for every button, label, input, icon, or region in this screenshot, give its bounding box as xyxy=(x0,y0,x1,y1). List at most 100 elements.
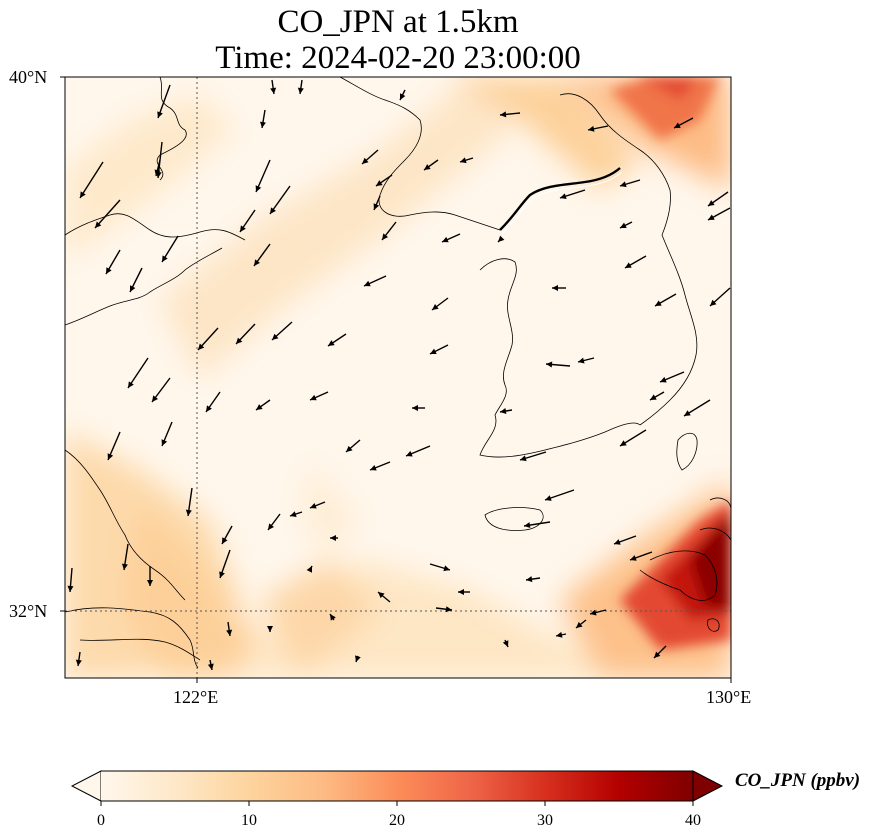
wind-vector-head xyxy=(430,348,437,354)
wind-vector-head xyxy=(222,537,228,544)
wind-vector-head xyxy=(442,236,449,243)
wind-vector-head xyxy=(106,267,112,274)
lat-tick-label: 32°N xyxy=(9,601,48,621)
wind-vector-head xyxy=(660,376,667,383)
wind-vector-head xyxy=(128,381,134,388)
wind-vector-head xyxy=(560,193,567,200)
wind-vector-head xyxy=(346,445,353,452)
wind-vector-head xyxy=(708,200,715,206)
wind-vector-head xyxy=(500,408,507,414)
axis-ticks xyxy=(60,76,732,683)
wind-vector-head xyxy=(500,111,507,118)
wind-vector-head xyxy=(147,580,153,586)
wind-vector-head xyxy=(378,592,385,599)
colorbar xyxy=(70,770,724,806)
wind-vector-head xyxy=(75,659,82,666)
colorbar-label: CO_JPN (ppbv) xyxy=(735,770,861,791)
map-title-line1: CO_JPN at 1.5km xyxy=(277,4,519,40)
wind-vector-head xyxy=(255,185,262,192)
wind-vector-head xyxy=(502,640,509,647)
wind-vector-head xyxy=(588,125,595,132)
wind-vector-head xyxy=(256,404,263,410)
wind-vector-head xyxy=(130,285,136,292)
wind-vector-head xyxy=(432,304,439,310)
wind-vector-head xyxy=(460,157,467,164)
wind-vector-head xyxy=(162,255,168,262)
wind-vector-head xyxy=(412,405,418,411)
wind-vector-head xyxy=(576,621,583,628)
wind-vector-head xyxy=(710,299,717,306)
wind-vector-head xyxy=(297,87,304,94)
coastlines xyxy=(65,77,731,669)
wind-vector-head xyxy=(590,609,597,616)
wind-vector-head xyxy=(655,300,662,306)
colorbar-tick-label: 20 xyxy=(389,812,405,829)
wind-vector-head xyxy=(654,651,661,658)
wind-vector-head xyxy=(650,394,657,400)
wind-vector-head xyxy=(400,93,406,100)
wind-vector-head xyxy=(80,191,86,198)
plot-frame xyxy=(64,76,732,679)
wind-vector-head xyxy=(95,221,102,228)
wind-vector-head xyxy=(364,280,371,287)
wind-vector-head xyxy=(370,464,377,471)
wind-vector-head xyxy=(458,589,464,595)
wind-vector-head xyxy=(260,121,266,128)
wind-vector-shaft xyxy=(127,357,149,389)
wind-vector-head xyxy=(310,502,317,509)
wind-vector-head xyxy=(355,655,361,662)
wind-vector-head xyxy=(614,539,621,545)
wind-vector-head xyxy=(406,450,413,457)
wind-vector-head xyxy=(270,87,277,94)
wind-vector-head xyxy=(545,495,552,501)
wind-vector-head xyxy=(330,614,336,621)
wind-vector-head xyxy=(625,262,632,268)
wind-vector-head xyxy=(620,181,627,188)
wind-vector-head xyxy=(161,439,168,446)
wind-vector-head xyxy=(578,357,585,364)
colorbar-max-extend xyxy=(692,770,724,802)
wind-vector-head xyxy=(556,631,563,638)
colorbar-min-extend xyxy=(70,770,102,802)
wind-vector-head xyxy=(306,566,312,573)
map-title-line2: Time: 2024-02-20 23:00:00 xyxy=(215,40,581,76)
wind-vector-shaft xyxy=(79,161,104,199)
lon-tick-label: 130°E xyxy=(706,687,752,707)
wind-vector-head xyxy=(620,222,627,228)
wind-vector-head xyxy=(236,337,243,344)
colorbar-tick-label: 0 xyxy=(97,812,105,829)
wind-vector-head xyxy=(157,111,163,118)
wind-vector-head xyxy=(362,157,369,164)
wind-vector-head xyxy=(121,563,128,570)
wind-vector-head xyxy=(684,410,691,416)
wind-vector-head xyxy=(206,405,212,412)
hotspot-layer xyxy=(610,77,731,650)
wind-vector-head xyxy=(708,214,715,220)
wind-vector-head xyxy=(185,509,192,516)
colorbar-tick-label: 40 xyxy=(685,812,701,829)
wind-vector-head xyxy=(376,180,383,186)
colorbar-tick-label: 30 xyxy=(537,812,553,829)
wind-vector-head xyxy=(290,511,297,517)
wind-vector-head xyxy=(67,585,74,592)
wind-vector-head xyxy=(382,233,389,240)
wind-vector-head xyxy=(546,361,553,368)
gridlines xyxy=(65,77,731,678)
wind-vector-head xyxy=(310,394,317,401)
wind-vector-head xyxy=(552,285,558,291)
wind-vector-head xyxy=(219,571,225,578)
colorbar-gradient xyxy=(101,771,693,801)
wind-vector-head xyxy=(226,629,233,636)
colorbar-tick-label: 10 xyxy=(241,812,257,829)
wind-vector-head xyxy=(424,164,431,170)
lon-tick-label: 122°E xyxy=(173,687,219,707)
wind-vector-head xyxy=(254,259,260,266)
wind-vector-head xyxy=(620,440,627,446)
map-plot xyxy=(60,76,732,683)
wind-vector-head xyxy=(445,606,452,613)
wind-vectors xyxy=(67,79,731,671)
wind-vector-head xyxy=(107,453,114,460)
wind-vector-head xyxy=(198,343,205,350)
plume-layer xyxy=(65,77,731,678)
wind-vector-head xyxy=(267,626,273,632)
